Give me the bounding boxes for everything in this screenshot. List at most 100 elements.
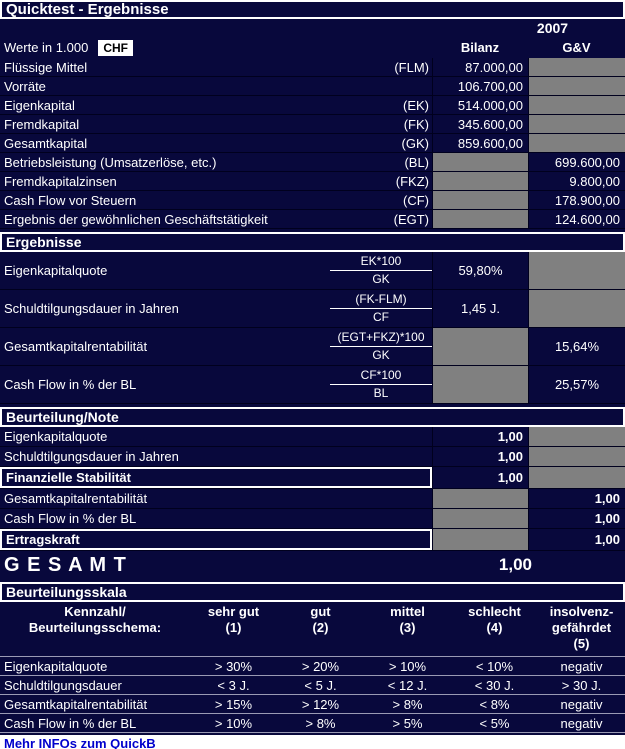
threshold-cell: < 12 J. — [387, 677, 428, 693]
info-link[interactable]: Mehr INFOs zum QuickB — [4, 736, 156, 749]
bilanz-locked-cell — [432, 172, 528, 190]
grade-name: schlecht — [468, 604, 521, 619]
year-label: 2007 — [536, 20, 569, 36]
row-label: Finanzielle Stabilität — [6, 470, 131, 485]
formula-fraction: (EGT+FKZ)*100 GK — [330, 330, 432, 363]
input-row: Flüssige Mittel (FLM) 87.000,00 — [0, 58, 625, 77]
row-code: (FKZ) — [395, 173, 429, 189]
row-label: Eigenkapitalquote — [4, 658, 108, 674]
bilanz-locked-cell — [432, 366, 528, 403]
section-title: Beurteilungsskala — [6, 584, 127, 600]
result-row: Cash Flow in % der BL CF*100 BL 25,57% — [0, 366, 625, 404]
row-label: Betriebsleistung (Umsatzerlöse, etc.) — [4, 154, 217, 170]
guv-value-cell[interactable]: 124.600,00 — [528, 210, 625, 228]
input-row: Fremdkapital (FK) 345.600,00 — [0, 115, 625, 134]
bilanz-locked-cell — [432, 529, 528, 550]
skala-grade-header: schlecht (4) — [451, 604, 538, 652]
skala-row: Schuldtilgungsdauer < 3 J. < 5 J. < 12 J… — [0, 676, 625, 695]
formula-denominator: GK — [372, 348, 390, 362]
column-header-row: Werte in 1.000 CHF Bilanz G&V — [0, 37, 625, 58]
guv-value-cell[interactable]: 178.900,00 — [528, 191, 625, 209]
grade-number: (1) — [225, 620, 242, 635]
guv-locked-cell — [528, 427, 625, 446]
formula-denominator: BL — [373, 386, 389, 400]
row-label: Gesamtkapitalrentabilität — [4, 696, 148, 712]
row-label: Cash Flow vor Steuern — [4, 192, 137, 208]
guv-locked-cell — [528, 134, 625, 152]
result-row: Gesamtkapitalrentabilität (EGT+FKZ)*100 … — [0, 328, 625, 366]
bilanz-locked-cell — [432, 509, 528, 528]
bilanz-value-cell[interactable]: 87.000,00 — [432, 58, 528, 76]
section-header-ergebnisse: Ergebnisse — [0, 232, 625, 252]
row-label: Eigenkapitalquote — [4, 263, 108, 278]
skala-grade-header: sehr gut (1) — [190, 604, 277, 652]
bilanz-value-cell[interactable]: 859.600,00 — [432, 134, 528, 152]
row-label: Eigenkapital — [4, 97, 75, 113]
threshold-cell: < 5 J. — [304, 677, 337, 693]
formula-fraction: CF*100 BL — [330, 368, 432, 401]
bilanz-value-cell[interactable]: 345.600,00 — [432, 115, 528, 133]
threshold-cell: > 8% — [392, 696, 423, 712]
rating-row-earning-power: Ertragskraft 1,00 — [0, 529, 625, 551]
skala-grade-header: gut (2) — [277, 604, 364, 652]
unit-label: Werte in 1.000 — [4, 40, 89, 55]
total-row: G E S A M T 1,00 — [0, 551, 625, 579]
formula-numerator: CF*100 — [330, 368, 432, 385]
rating-row: Schuldtilgungsdauer in Jahren 1,00 — [0, 447, 625, 467]
skala-row: Eigenkapitalquote > 30% > 20% > 10% < 10… — [0, 657, 625, 676]
skala-row: Gesamtkapitalrentabilität > 15% > 12% > … — [0, 695, 625, 714]
threshold-cell: > 5% — [392, 715, 423, 731]
threshold-cell: > 30% — [214, 658, 253, 674]
guv-locked-cell — [528, 447, 625, 466]
bilanz-locked-cell — [432, 489, 528, 508]
threshold-cell: < 5% — [479, 715, 510, 731]
row-code: (BL) — [404, 154, 429, 170]
guv-value-cell[interactable]: 699.600,00 — [528, 153, 625, 171]
threshold-cell: > 30 J. — [561, 677, 602, 693]
row-code: (EK) — [403, 97, 429, 113]
bilanz-locked-cell — [432, 328, 528, 365]
guv-locked-cell — [528, 58, 625, 76]
formula-fraction: (FK-FLM) CF — [330, 292, 432, 325]
row-label: Cash Flow in % der BL — [4, 715, 137, 731]
bilanz-result-cell: 1,45 J. — [432, 290, 528, 327]
currency-cell[interactable]: CHF — [98, 39, 133, 56]
row-label: Ertragskraft — [6, 532, 80, 547]
bilanz-locked-cell — [432, 153, 528, 171]
skala-grade-header: insolvenz- gefährdet (5) — [538, 604, 625, 652]
formula-numerator: EK*100 — [330, 254, 432, 271]
row-label: Cash Flow in % der BL — [4, 377, 137, 392]
rating-row-stability: Finanzielle Stabilität 1,00 — [0, 467, 625, 489]
row-label: Schuldtilgungsdauer in Jahren — [4, 301, 179, 316]
page-title: Quicktest - Ergebnisse — [6, 1, 169, 18]
formula-fraction: EK*100 GK — [330, 254, 432, 287]
grade-name: sehr gut — [207, 604, 260, 619]
threshold-cell: > 12% — [301, 696, 340, 712]
row-label: Gesamtkapitalrentabilität — [4, 339, 148, 354]
input-row: Vorräte 106.700,00 — [0, 77, 625, 96]
input-row: Gesamtkapital (GK) 859.600,00 — [0, 134, 625, 153]
row-label: Vorräte — [4, 78, 46, 94]
section-header-skala: Beurteilungsskala — [0, 582, 625, 602]
bilanz-value-cell[interactable]: 106.700,00 — [432, 77, 528, 95]
section-header-beurteilung: Beurteilung/Note — [0, 407, 625, 427]
threshold-cell: < 3 J. — [217, 677, 250, 693]
grade-name: gut — [310, 604, 331, 619]
threshold-cell: negativ — [560, 658, 603, 674]
skala-corner-header: Kennzahl/ Beurteilungsschema: — [0, 604, 190, 652]
threshold-cell: > 10% — [214, 715, 253, 731]
year-row: 2007 — [0, 19, 625, 37]
input-row: Fremdkapitalzinsen (FKZ) 9.800,00 — [0, 172, 625, 191]
row-label: Gesamtkapital — [4, 135, 88, 151]
column-header-bilanz: Bilanz — [460, 40, 500, 55]
column-header-guv: G&V — [562, 40, 591, 55]
rating-row: Gesamtkapitalrentabilität 1,00 — [0, 489, 625, 509]
guv-value-cell[interactable]: 9.800,00 — [528, 172, 625, 190]
guv-locked-cell — [528, 290, 625, 327]
skala-corner-line: Kennzahl/ — [64, 604, 126, 619]
formula-denominator: CF — [373, 310, 389, 324]
guv-locked-cell — [528, 252, 625, 289]
bilanz-value-cell[interactable]: 514.000,00 — [432, 96, 528, 114]
rating-row: Eigenkapitalquote 1,00 — [0, 427, 625, 447]
input-row: Ergebnis der gewöhnlichen Geschäftstätig… — [0, 210, 625, 229]
